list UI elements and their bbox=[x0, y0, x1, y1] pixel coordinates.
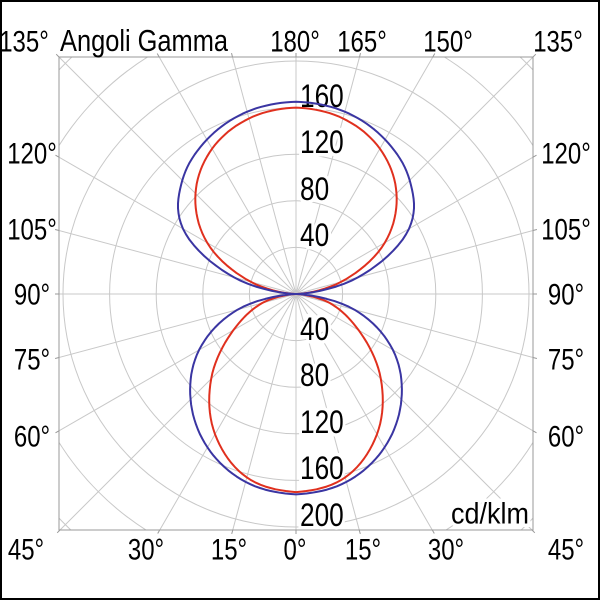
border-tick-285 bbox=[54, 357, 60, 359]
curve-c0-c180 bbox=[194, 106, 398, 494]
border-tick-240 bbox=[55, 154, 60, 158]
grid-radial-315 bbox=[59, 293, 297, 530]
radial-label-lower-120: 120 bbox=[300, 406, 344, 441]
grid-radial-225 bbox=[59, 57, 297, 295]
angle-label-top-4: 135° bbox=[533, 24, 583, 58]
angle-label-right-1: 105° bbox=[541, 212, 591, 246]
radial-label-lower-40: 40 bbox=[300, 313, 329, 348]
radial-label-upper-40: 40 bbox=[300, 219, 329, 254]
angle-label-right-4: 60° bbox=[548, 419, 584, 453]
angle-label-left-0: 120° bbox=[7, 136, 57, 170]
plot-border bbox=[58, 56, 534, 531]
chart-title: Angoli Gamma bbox=[60, 24, 228, 59]
radial-label-upper-120: 120 bbox=[300, 126, 344, 161]
border-tick-330 bbox=[157, 529, 161, 534]
grid-radial-330 bbox=[159, 293, 297, 530]
angle-label-bottom-2: 15° bbox=[211, 532, 247, 566]
unit-label: cd/klm bbox=[451, 497, 529, 531]
border-tick-30 bbox=[431, 529, 435, 534]
angle-label-left-4: 60° bbox=[14, 419, 50, 453]
angle-label-top-1: 180° bbox=[270, 24, 320, 58]
border-tick-120 bbox=[532, 154, 537, 158]
angle-label-top-0: 135° bbox=[0, 24, 49, 58]
radial-label-lower-160: 160 bbox=[300, 452, 344, 487]
grid-radial-120 bbox=[295, 156, 533, 295]
angle-label-right-2: 90° bbox=[548, 277, 584, 311]
border-tick-255 bbox=[54, 229, 60, 231]
curve-c90-c270 bbox=[177, 100, 415, 496]
angle-label-bottom-4: 15° bbox=[345, 532, 381, 566]
grid-radial-195 bbox=[231, 57, 297, 295]
radial-label-upper-80: 80 bbox=[300, 173, 329, 208]
grid-radial-255 bbox=[59, 229, 297, 295]
border-tick-15 bbox=[358, 529, 361, 535]
grid-radial-300 bbox=[59, 293, 297, 432]
angle-label-left-1: 105° bbox=[7, 212, 57, 246]
angle-label-bottom-5: 30° bbox=[428, 532, 464, 566]
grid-radial-105 bbox=[295, 229, 533, 295]
angle-label-bottom-1: 30° bbox=[128, 532, 164, 566]
border-tick-60 bbox=[532, 430, 537, 434]
radial-label-lower-80: 80 bbox=[300, 359, 329, 394]
border-tick-165 bbox=[359, 52, 361, 58]
grid-radial-210 bbox=[158, 57, 297, 295]
gamma-angle-labels: 135° 180° 165° 150° 135° 45° 30° 15° 0° 15° 30° 45°… bbox=[0, 24, 591, 566]
grid-radial-345 bbox=[232, 293, 297, 530]
grid-radial-135 bbox=[295, 57, 533, 295]
intensity-curves bbox=[177, 100, 415, 496]
grid-radial-60 bbox=[295, 293, 533, 432]
border-tick-300 bbox=[55, 430, 60, 434]
border-ticks bbox=[54, 52, 538, 535]
angle-label-bottom-0: 45° bbox=[8, 532, 44, 566]
angle-label-right-3: 75° bbox=[548, 342, 584, 376]
angle-label-right-0: 120° bbox=[541, 136, 591, 170]
angle-label-bottom-3: 0° bbox=[284, 532, 307, 566]
angle-label-top-2: 165° bbox=[337, 24, 387, 58]
grid-radial-165 bbox=[295, 57, 361, 295]
border-tick-105 bbox=[532, 229, 538, 231]
border-tick-345 bbox=[231, 529, 234, 535]
angle-label-left-3: 75° bbox=[14, 342, 50, 376]
border-tick-210 bbox=[156, 53, 160, 58]
grid-radial-240 bbox=[59, 156, 297, 295]
angle-label-left-2: 90° bbox=[14, 277, 50, 311]
border-tick-195 bbox=[231, 52, 233, 58]
grid-radial-30 bbox=[295, 293, 433, 530]
grid-radial-15 bbox=[295, 293, 360, 530]
grid-radial-45 bbox=[295, 293, 533, 530]
angle-label-bottom-6: 45° bbox=[548, 532, 584, 566]
border-tick-150 bbox=[432, 53, 436, 58]
border-tick-75 bbox=[532, 357, 538, 359]
grid-radial-150 bbox=[295, 57, 434, 295]
radial-label-lower-200: 200 bbox=[300, 499, 344, 534]
angle-label-top-3: 150° bbox=[423, 24, 473, 58]
